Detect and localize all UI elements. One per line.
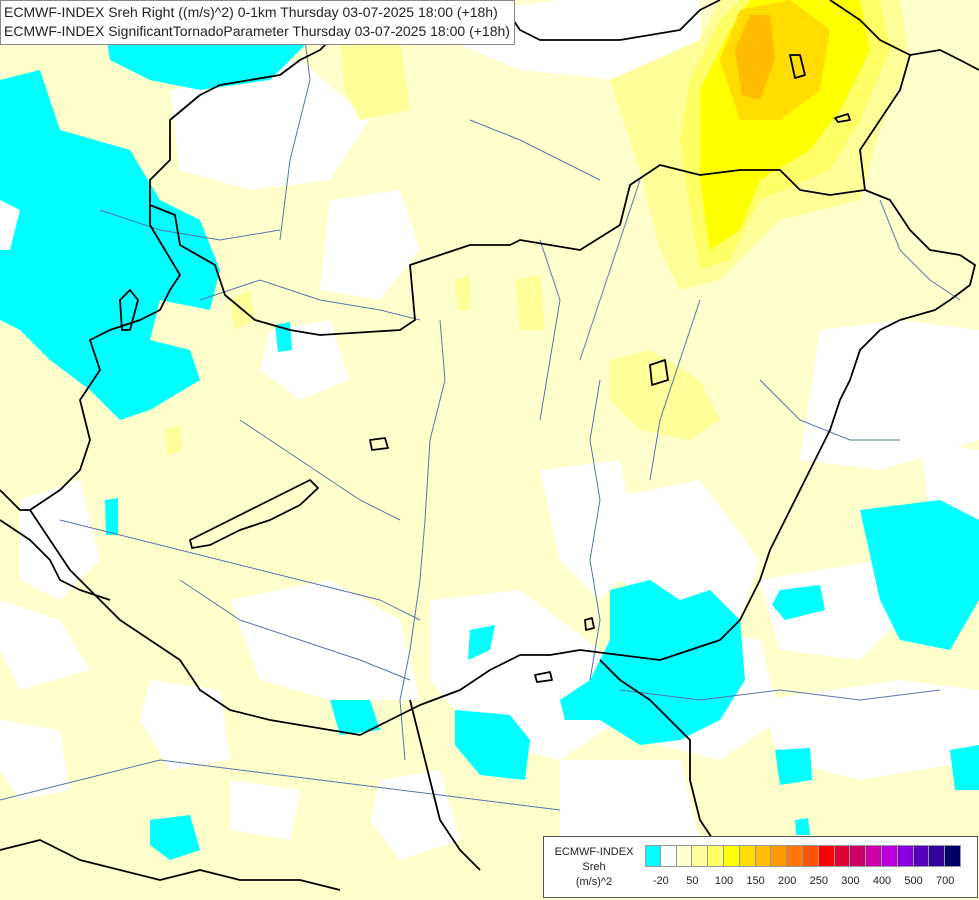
- color-legend: ECMWF-INDEX Sreh (m/s)^2 -20 50 100 150 200 2…: [543, 836, 978, 898]
- legend-tick-label: 300: [841, 875, 860, 887]
- legend-swatch: [755, 845, 772, 867]
- legend-swatch: [881, 845, 898, 867]
- legend-swatch: [723, 845, 740, 867]
- legend-tick-label: 250: [809, 875, 828, 887]
- legend-swatch: [660, 845, 677, 867]
- legend-swatch: [708, 845, 724, 867]
- legend-swatch: [945, 845, 961, 867]
- legend-swatch: [802, 845, 819, 867]
- title-line-sreh: ECMWF-INDEX Sreh Right ((m/s)^2) 0-1km T…: [4, 4, 498, 20]
- legend-tick-label: 100: [714, 875, 734, 887]
- legend-swatch: [818, 845, 835, 867]
- legend-swatch: [850, 845, 867, 867]
- negative-sreh-regions: [0, 0, 979, 860]
- title-line-stp: ECMWF-INDEX SignificantTornadoParameter …: [4, 23, 510, 39]
- legend-tick-label: 150: [746, 875, 765, 887]
- legend-swatch: [866, 845, 882, 867]
- high-sreh-regions: [165, 0, 910, 455]
- legend-swatch: [645, 845, 661, 867]
- legend-swatch: [771, 845, 788, 867]
- legend-title: ECMWF-INDEX: [554, 846, 634, 858]
- legend-swatch: [897, 845, 914, 867]
- legend-colorbar: [645, 845, 961, 867]
- legend-swatch: [787, 845, 803, 867]
- legend-tick-label: 50: [686, 875, 699, 887]
- legend-unit: (m/s)^2: [575, 876, 613, 888]
- legend-tick-label: 500: [904, 875, 923, 887]
- legend-name: ECMWF-INDEX Sreh (m/s)^2: [546, 845, 642, 890]
- legend-variable: Sreh: [582, 861, 606, 873]
- map-title-box: ECMWF-INDEX Sreh Right ((m/s)^2) 0-1km T…: [0, 0, 515, 45]
- legend-swatch: [913, 845, 930, 867]
- legend-tick-label: -20: [652, 875, 669, 887]
- legend-tick-label: 400: [872, 875, 892, 887]
- legend-tick-label: 200: [778, 875, 797, 887]
- legend-swatch: [739, 845, 756, 867]
- rivers: [0, 0, 961, 811]
- legend-tick-label: 700: [936, 875, 955, 887]
- legend-swatch: [834, 845, 851, 867]
- legend-swatch: [929, 845, 946, 867]
- legend-swatch: [676, 845, 693, 867]
- legend-swatch: [692, 845, 709, 867]
